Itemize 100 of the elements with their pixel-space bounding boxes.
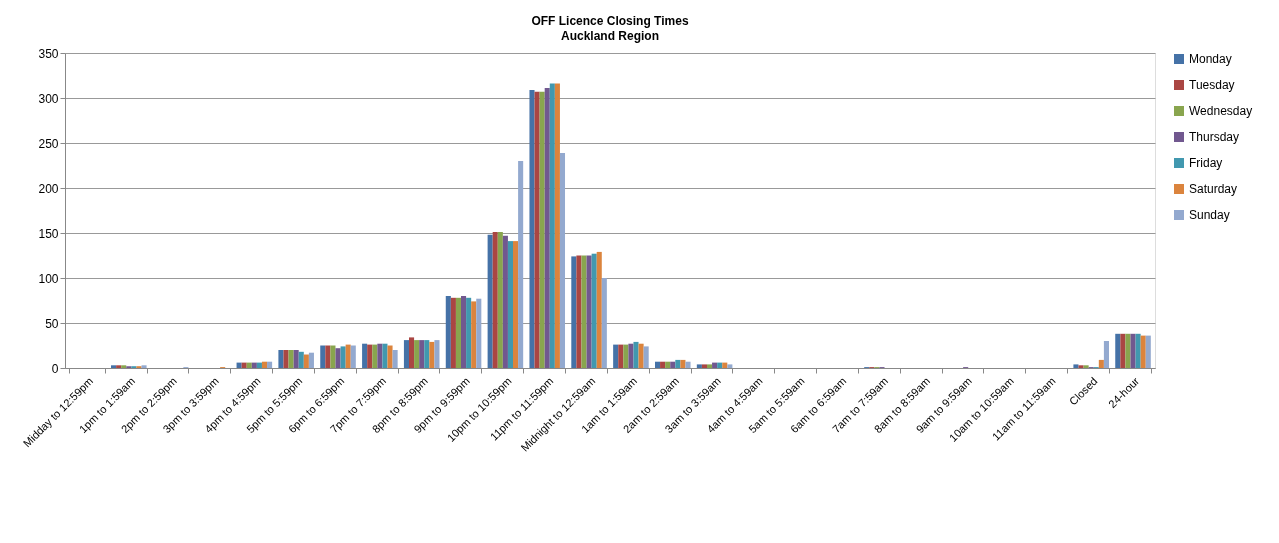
y-tick-label: 100 [38, 271, 59, 286]
bar [1140, 335, 1146, 368]
legend-label: Sunday [1189, 208, 1230, 222]
bar [581, 255, 587, 368]
bar [492, 232, 498, 368]
y-tick-label: 150 [38, 226, 59, 241]
bar [345, 344, 351, 368]
bar [1103, 341, 1109, 368]
bar [559, 152, 566, 368]
bar [372, 344, 378, 368]
bar [320, 345, 326, 368]
bar [325, 345, 331, 368]
bar [303, 354, 309, 368]
bar [236, 362, 242, 368]
bar [628, 343, 634, 368]
legend-label: Friday [1189, 156, 1223, 170]
bar [554, 83, 560, 368]
bar [576, 255, 582, 368]
bar [445, 296, 451, 368]
legend-label: Monday [1189, 52, 1232, 66]
bar [1073, 364, 1079, 368]
bar [660, 361, 666, 368]
bar [471, 301, 477, 368]
bar [256, 362, 262, 368]
bar [529, 89, 535, 368]
bar [116, 365, 122, 368]
bar [308, 352, 314, 368]
bar [141, 365, 147, 368]
bar [278, 350, 284, 368]
bar [638, 343, 644, 368]
bar [613, 344, 619, 368]
bar [513, 241, 519, 368]
bar [1130, 333, 1136, 368]
bar [1125, 333, 1131, 368]
legend-label: Thursday [1189, 130, 1240, 144]
bar [424, 340, 430, 368]
bar [283, 350, 289, 368]
bar [675, 359, 681, 368]
bar [476, 298, 482, 368]
y-tick-label: 200 [38, 181, 59, 196]
bar [596, 251, 602, 368]
chart-subtitle: Auckland Region [560, 29, 660, 43]
bar [121, 365, 127, 368]
bar [586, 255, 592, 368]
bar [722, 362, 728, 368]
bar [461, 296, 467, 368]
bar [350, 345, 356, 368]
bar [706, 364, 713, 368]
bar [382, 343, 388, 368]
bar [293, 350, 299, 368]
y-tick-label: 250 [38, 136, 59, 151]
bar [1120, 333, 1126, 368]
bar [288, 350, 294, 368]
bar [717, 362, 723, 368]
bar [409, 337, 415, 368]
bar [1078, 365, 1084, 368]
bar [377, 343, 383, 368]
y-tick-label: 0 [51, 361, 59, 376]
bar [623, 344, 629, 368]
bar [414, 340, 420, 368]
bar [434, 340, 440, 368]
legend-label: Tuesday [1189, 78, 1235, 92]
bar [419, 340, 425, 368]
bar [696, 364, 702, 368]
bar [591, 253, 597, 368]
bar [487, 234, 493, 368]
bar [111, 365, 117, 368]
bar [549, 83, 555, 368]
bar [654, 361, 661, 368]
bar [497, 232, 503, 368]
bar [367, 344, 373, 368]
bar [392, 350, 398, 368]
bar [1083, 365, 1089, 368]
bar [330, 345, 336, 368]
bar [701, 364, 707, 368]
bar [665, 361, 671, 368]
chart-title: OFF Licence Closing Times [531, 14, 689, 28]
bar [362, 343, 368, 368]
bar [267, 361, 273, 368]
bar [340, 346, 346, 368]
bar [539, 91, 545, 368]
bar [1145, 335, 1151, 368]
bar [1115, 333, 1121, 368]
bar [618, 344, 624, 368]
y-tick-label: 350 [38, 46, 59, 61]
bar [518, 161, 524, 368]
bar [335, 348, 341, 368]
bar [261, 361, 268, 368]
bar [670, 361, 676, 368]
bar [387, 345, 393, 368]
bar [727, 364, 733, 368]
bar [403, 340, 410, 368]
bar [466, 297, 472, 368]
bar [544, 88, 550, 368]
y-tick-label: 300 [38, 91, 59, 106]
bar [534, 91, 540, 368]
bar [455, 297, 462, 368]
bar [298, 351, 304, 368]
bar [502, 235, 508, 368]
bar [1098, 359, 1104, 368]
